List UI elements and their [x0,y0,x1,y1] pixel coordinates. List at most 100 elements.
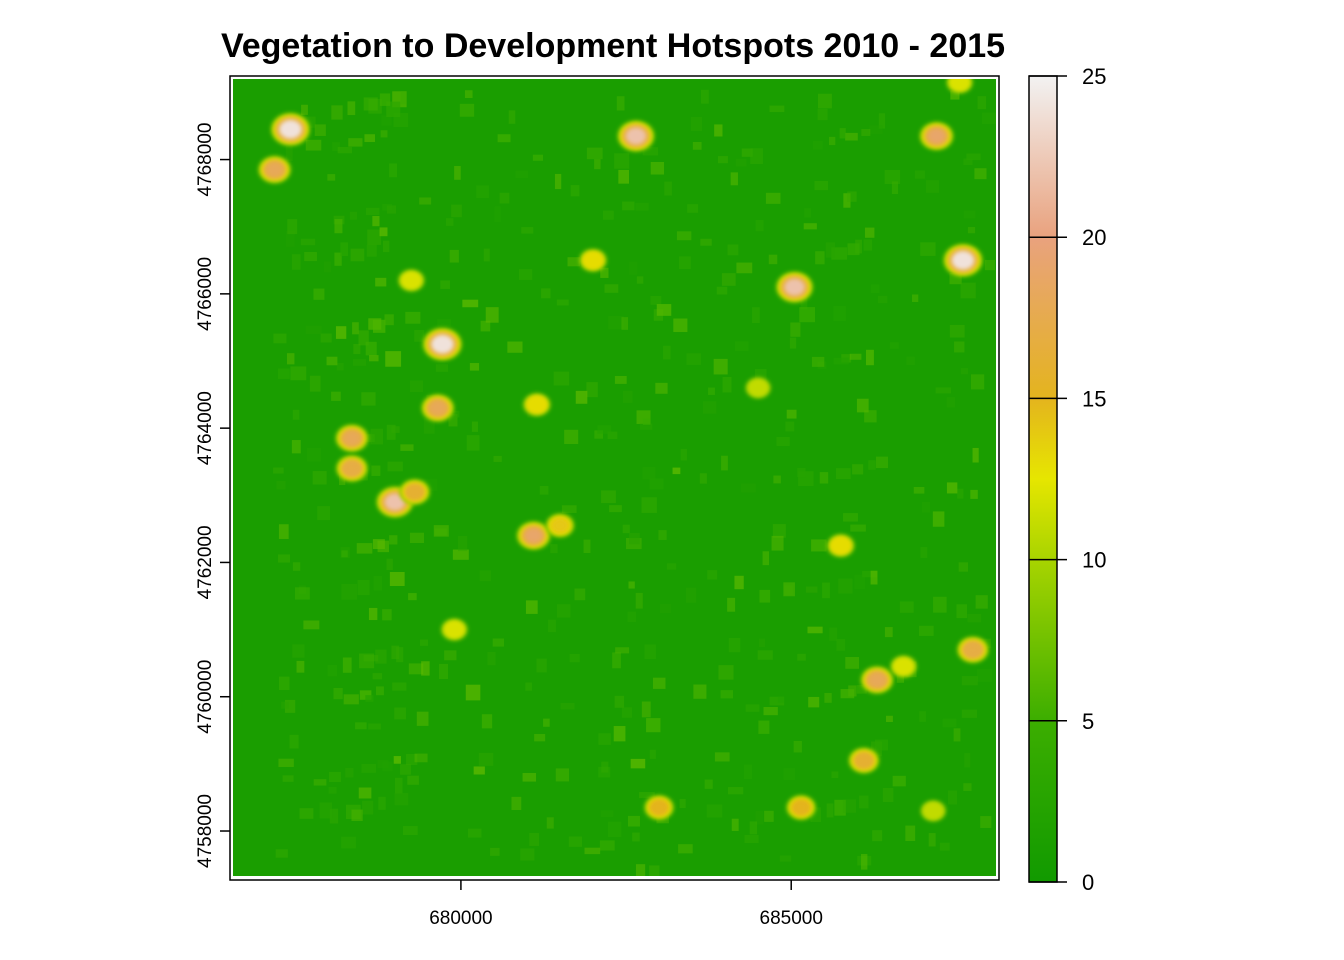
raster-cell [845,132,858,141]
raster-cell [852,464,864,475]
raster-cell [372,539,385,550]
raster-cell [529,833,539,846]
raster-cell [925,180,939,193]
raster-cell [678,256,691,269]
raster-cell [459,103,475,117]
raster-cell [553,371,570,386]
raster-cell [416,711,429,726]
raster-cell [642,147,659,156]
raster-cell [487,652,496,666]
raster-cell [939,842,950,851]
raster-cell [368,723,381,730]
raster-cell [300,238,316,246]
raster-cell [842,799,857,813]
raster-cell [361,392,376,406]
raster-cell [771,535,784,551]
raster-cell [600,267,609,278]
raster-cell [386,424,396,440]
raster-cell [919,711,926,722]
hotspot-ring [407,486,422,498]
hotspot [957,636,989,663]
raster-cell [304,252,317,262]
raster-cell [933,596,947,613]
raster-cell [734,341,749,352]
raster-cell [838,578,853,594]
raster-cell [741,148,753,157]
raster-cell [408,663,424,675]
raster-cell [773,475,781,484]
hotspot [516,521,551,550]
raster-cell [928,833,936,847]
raster-cell [402,826,418,836]
raster-cell [400,444,414,451]
raster-cell [614,375,627,384]
raster-cell [378,796,386,810]
raster-cell [331,391,341,401]
raster-cell [326,356,338,366]
raster-cell [294,587,310,600]
raster-cell [808,696,820,708]
raster-cell [636,276,644,284]
raster-cell [556,299,569,306]
raster-cell [764,810,774,822]
raster-cell [826,803,834,818]
raster-cell [856,685,867,694]
raster-cell [497,134,511,143]
raster-cell [649,749,656,759]
raster-cell [912,294,919,303]
hotspot [827,534,855,558]
raster-cell [394,707,406,720]
hotspot-ring [869,673,886,687]
hotspot-ring [266,163,283,177]
raster-cell [560,702,575,710]
raster-cell [375,686,384,696]
raster-cell [805,586,818,593]
raster-cell [541,288,551,299]
raster-cell [355,722,367,730]
raster-cell [875,456,888,469]
raster-cell [863,239,873,251]
raster-cell [525,682,532,691]
legend-colorbar [1028,75,1058,883]
raster-cell [485,307,499,323]
hotspot-ring [344,462,360,475]
raster-cell [481,714,493,729]
hotspot [422,327,462,361]
raster-cell [707,570,718,580]
raster-cell [935,387,951,394]
raster-cell [476,185,489,199]
raster-cell [957,488,964,499]
raster-cell [299,808,314,819]
raster-cell [649,865,660,876]
raster-cell [320,333,332,343]
hotspot [776,271,813,303]
raster-cell [421,661,430,676]
raster-cell [664,181,672,196]
raster-cell [569,653,580,663]
hotspot-ring [587,255,599,265]
hotspot-ring [954,79,965,87]
hotspot-ring [857,754,871,767]
raster-cell [335,326,347,339]
raster-cell [561,505,577,513]
raster-cell [365,341,377,356]
hotspot-ring [343,431,360,445]
hotspot [890,655,917,678]
raster-cell [960,282,976,299]
raster-cell [394,777,403,794]
raster-cell [947,790,958,805]
raster-cell [828,136,836,146]
raster-cell [865,349,874,366]
raster-cell [534,734,546,742]
raster-cell [345,767,354,778]
raster-cell [914,170,925,179]
raster-cell [313,288,325,300]
raster-cell [663,345,671,360]
raster-cell [649,478,664,490]
raster-cell [868,460,876,470]
raster-cell [408,593,417,601]
raster-cell [950,90,960,100]
raster-cell [365,207,380,216]
raster-cell [884,627,893,638]
